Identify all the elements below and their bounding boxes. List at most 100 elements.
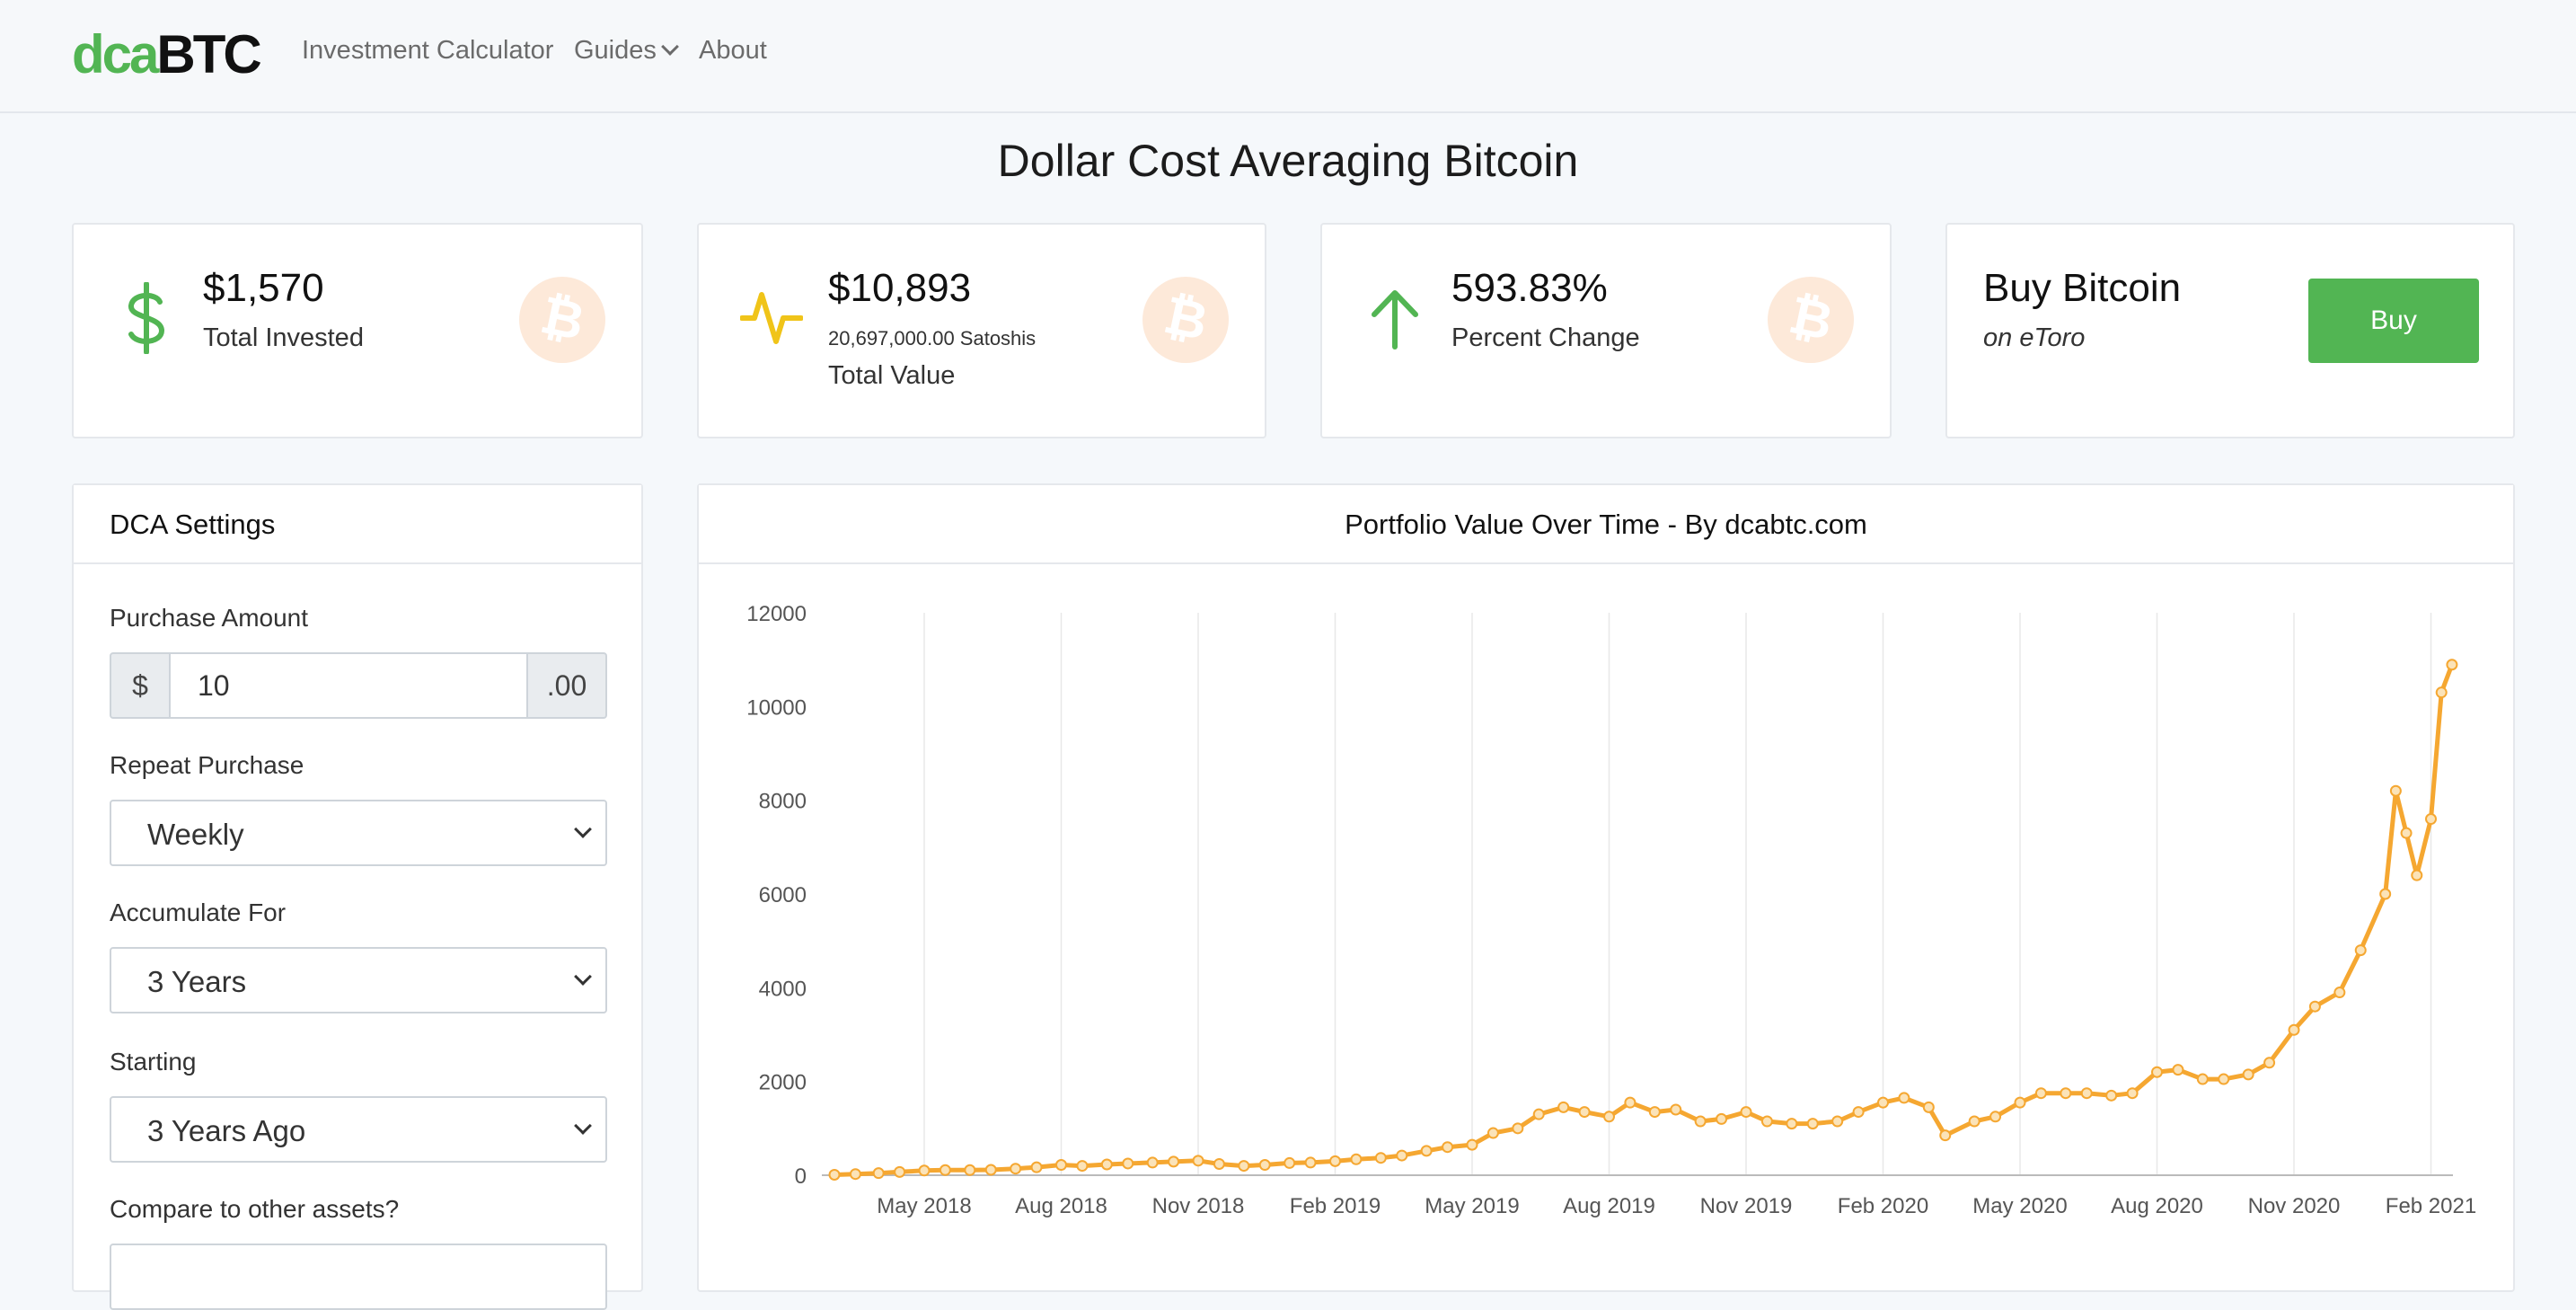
purchase-amount-input[interactable] [169,652,530,719]
purchase-amount-label: Purchase Amount [110,604,309,632]
data-point [1304,1156,1317,1169]
data-point [964,1164,976,1176]
svg-text:₿: ₿ [1784,284,1838,352]
data-point [2196,1073,2209,1085]
dollar-icon [128,282,165,354]
y-tick-label: 2000 [759,1071,807,1095]
data-point [2333,987,2346,999]
total-value-label: Total Value [828,361,956,390]
dca-settings-panel: DCA Settings Purchase Amount $ .00 Repea… [72,483,643,1310]
data-point [1168,1155,1180,1168]
x-tick-label: Aug 2020 [2111,1194,2203,1218]
data-point [1670,1103,1682,1116]
data-point [1624,1096,1636,1109]
chevron-down-icon [574,968,592,986]
chevron-down-icon [574,1117,592,1135]
x-tick-label: Aug 2019 [1563,1194,1655,1218]
total-invested-card: $1,570 Total Invested ₿ [72,223,643,438]
y-tick-label: 4000 [759,977,807,1001]
data-point [2242,1068,2254,1081]
data-point [984,1164,997,1176]
total-invested-value: $1,570 [203,266,324,310]
data-point [1740,1106,1752,1119]
x-tick-label: Feb 2021 [2386,1194,2476,1218]
data-point [1329,1155,1341,1167]
data-point [2379,888,2392,900]
data-point [1532,1108,1545,1120]
x-tick-label: May 2018 [877,1194,971,1218]
nav-link-guides[interactable]: Guides [574,36,679,66]
data-point [2151,1066,2163,1078]
percent-change-label: Percent Change [1451,323,1640,352]
data-point [1831,1115,1844,1128]
accumulate-for-value: 3 Years [147,965,247,998]
chart-title: Portfolio Value Over Time - By dcabtc.co… [1345,509,1867,540]
data-point [1806,1118,1819,1130]
data-point [2308,1000,2321,1013]
x-tick-label: Feb 2019 [1290,1194,1381,1218]
data-point [1442,1141,1454,1154]
starting-select[interactable]: 3 Years Ago [110,1096,607,1163]
data-point [1420,1145,1433,1157]
x-tick-label: May 2019 [1425,1194,1519,1218]
data-point [1374,1152,1387,1164]
y-tick-label: 0 [795,1164,807,1189]
repeat-purchase-select[interactable]: Weekly [110,800,607,866]
data-point [1466,1138,1478,1151]
data-point [828,1168,841,1181]
nav-link-about[interactable]: About [699,36,767,65]
y-tick-label: 8000 [759,790,807,814]
accumulate-for-label: Accumulate For [110,898,287,926]
bitcoin-icon: ₿ [1768,277,1854,363]
data-point [1786,1118,1798,1130]
nav-link-investment-calculator[interactable]: Investment Calculator [302,36,554,65]
satoshis-value: 20,697,000.00 Satoshis [828,327,1037,350]
buy-button[interactable]: Buy [2308,279,2479,363]
y-tick-label: 10000 [746,695,807,720]
data-point [1898,1092,1910,1104]
arrow-up-icon [1372,290,1418,350]
accumulate-for-select[interactable]: 3 Years [110,947,607,1013]
dca-settings-header: DCA Settings [74,485,641,564]
x-tick-label: Aug 2018 [1015,1194,1107,1218]
x-tick-label: May 2020 [1972,1194,2067,1218]
data-point [2354,944,2367,957]
data-point [2172,1064,2184,1076]
y-tick-label: 12000 [746,602,807,626]
data-point [1284,1156,1296,1169]
pulse-icon [740,292,803,344]
total-value-value: $10,893 [828,266,972,310]
data-point [1350,1153,1363,1165]
data-point [1852,1106,1865,1119]
cents-suffix: .00 [526,652,607,719]
dcabtc-logo[interactable]: dcaBTC [72,24,262,84]
data-point [1922,1101,1935,1113]
x-tick-label: Nov 2019 [1700,1194,1793,1218]
chevron-down-icon [574,820,592,838]
buy-bitcoin-card: Buy Bitcoin on eToro Buy [1945,223,2515,438]
data-point [2014,1096,2026,1109]
starting-label: Starting [110,1048,197,1075]
data-point [1055,1159,1067,1172]
y-tick-label: 6000 [759,883,807,907]
top-navbar: dcaBTC Investment Calculator Guides Abou… [0,0,2576,113]
data-point [1213,1157,1225,1170]
data-point [2105,1089,2118,1102]
data-point [894,1165,906,1178]
total-value-card: $10,893 20,697,000.00 Satoshis Total Val… [697,223,1266,438]
data-point [2446,659,2458,671]
data-point [2263,1057,2276,1069]
data-point [2034,1087,2047,1100]
data-point [1100,1158,1113,1171]
percent-change-value: 593.83% [1451,266,1608,310]
total-invested-label: Total Invested [203,323,364,352]
data-point [1716,1112,1728,1125]
compare-assets-select[interactable] [110,1244,607,1310]
purchase-amount-group: $ .00 [110,652,607,719]
data-point [1557,1101,1570,1113]
data-point [939,1164,951,1176]
data-point [1258,1159,1271,1172]
data-point [1939,1129,1952,1142]
data-point [2425,813,2437,826]
page-title: Dollar Cost Averaging Bitcoin [997,136,1579,186]
